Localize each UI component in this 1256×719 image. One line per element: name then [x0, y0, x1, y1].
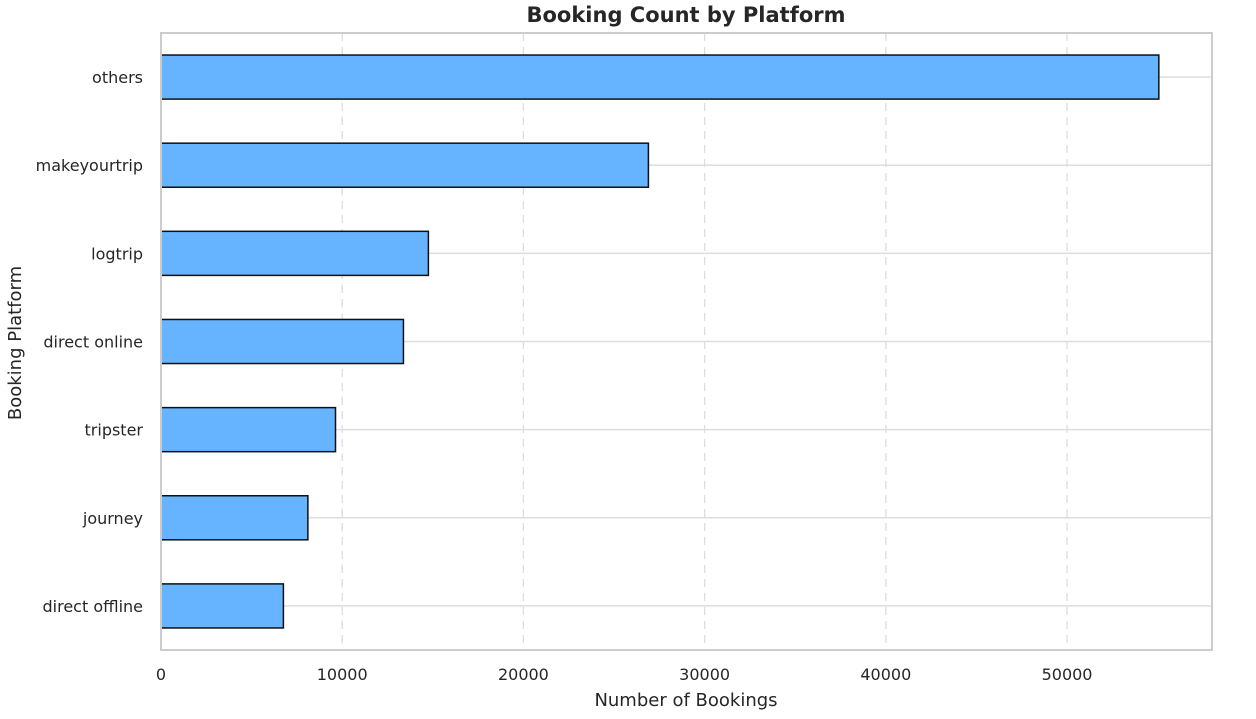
grid-lines — [161, 33, 1212, 650]
x-tick-label: 30000 — [679, 665, 730, 684]
bar — [160, 495, 309, 541]
bar — [160, 54, 1160, 100]
x-tick-label: 50000 — [1042, 665, 1093, 684]
y-tick-label: direct offline — [42, 597, 143, 616]
y-tick-label: tripster — [85, 421, 144, 440]
bar — [160, 406, 337, 453]
y-axis-label: Booking Platform — [5, 266, 26, 420]
bar — [160, 318, 405, 365]
x-tick-label: 40000 — [860, 665, 911, 684]
x-tick-label: 10000 — [317, 665, 368, 684]
y-tick-label: logtrip — [91, 244, 143, 263]
chart-title: Booking Count by Platform — [526, 3, 845, 27]
y-tick-label: others — [92, 68, 143, 87]
y-tick-labels: others makeyourtrip logtrip direct online tr… — [36, 68, 144, 616]
bar — [160, 142, 650, 189]
y-tick-label: journey — [82, 509, 143, 528]
y-tick-label: direct online — [43, 333, 143, 352]
y-tick-label: makeyourtrip — [36, 156, 143, 175]
x-tick-label: 0 — [156, 665, 166, 684]
x-tick-labels: 0 10000 20000 30000 40000 50000 — [156, 665, 1093, 684]
bar — [160, 230, 430, 277]
bars — [160, 54, 1160, 629]
bar — [160, 583, 285, 629]
x-tick-label: 20000 — [498, 665, 549, 684]
plot-frame — [160, 32, 1213, 651]
x-axis-label: Number of Bookings — [594, 690, 777, 711]
